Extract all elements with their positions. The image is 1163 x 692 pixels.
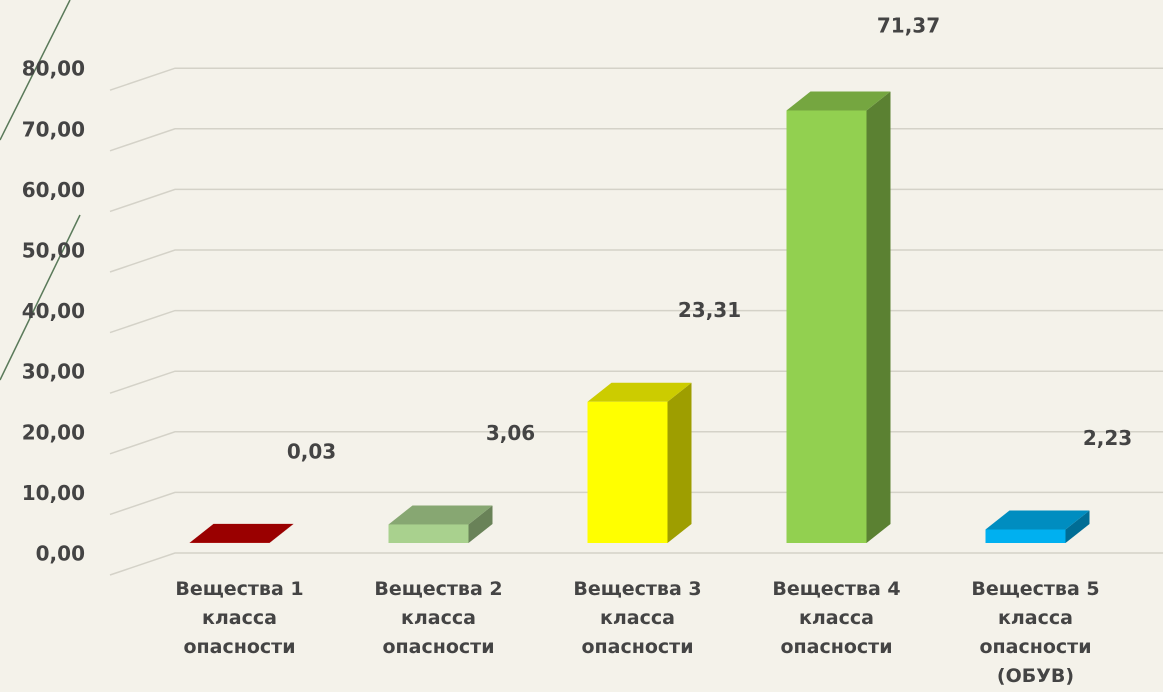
bar [587, 382, 692, 543]
bar-side [1065, 510, 1090, 543]
decor-line [0, 0, 71, 141]
y-tick-label: 0,00 [36, 542, 85, 566]
x-tick-label: Вещества 4 класса опасности [772, 578, 901, 658]
x-tick-label: Вещества 3 класса опасности [573, 578, 702, 658]
y-tick-label: 50,00 [22, 239, 85, 263]
x-tick-label: Вещества 5 класса опасности (ОБУВ) [971, 578, 1100, 687]
bar-top [388, 505, 493, 525]
y-tick-label: 10,00 [22, 481, 85, 505]
grid-line [109, 128, 1163, 152]
y-tick-label: 40,00 [22, 299, 85, 323]
x-tick-label: Вещества 1 класса опасности [175, 578, 304, 658]
y-tick-label: 60,00 [22, 178, 85, 202]
bar [786, 91, 891, 543]
bar-front [587, 401, 668, 543]
data-label: 0,03 [287, 439, 336, 463]
bar-top [587, 382, 692, 402]
grid-line [109, 188, 1163, 213]
bar [985, 510, 1090, 543]
data-label: 2,23 [1083, 426, 1132, 450]
bar-top [189, 523, 294, 543]
bar-front [985, 529, 1066, 543]
bar [189, 523, 294, 543]
bar-front [786, 110, 867, 543]
y-tick-label: 70,00 [22, 117, 85, 141]
data-label: 71,37 [877, 14, 940, 38]
data-label: 3,06 [486, 421, 535, 445]
y-tick-label: 20,00 [22, 420, 85, 444]
y-tick-label: 30,00 [22, 360, 85, 384]
grid-line [109, 249, 1163, 273]
grid-line [109, 67, 1163, 91]
bar-side [468, 505, 493, 543]
bar-side [866, 91, 891, 543]
x-tick-label: Вещества 2 класса опасности [374, 578, 503, 658]
bar-side [667, 382, 692, 543]
y-tick-label: 80,00 [22, 57, 85, 81]
data-label: 23,31 [678, 298, 741, 322]
bar-top [985, 510, 1090, 530]
grid-line [109, 309, 1163, 334]
bar-top [786, 91, 891, 111]
decor-line [0, 214, 81, 381]
bar-side [269, 523, 294, 543]
bar [388, 505, 493, 543]
grid-line [109, 552, 1163, 576]
bar-front [388, 524, 469, 543]
